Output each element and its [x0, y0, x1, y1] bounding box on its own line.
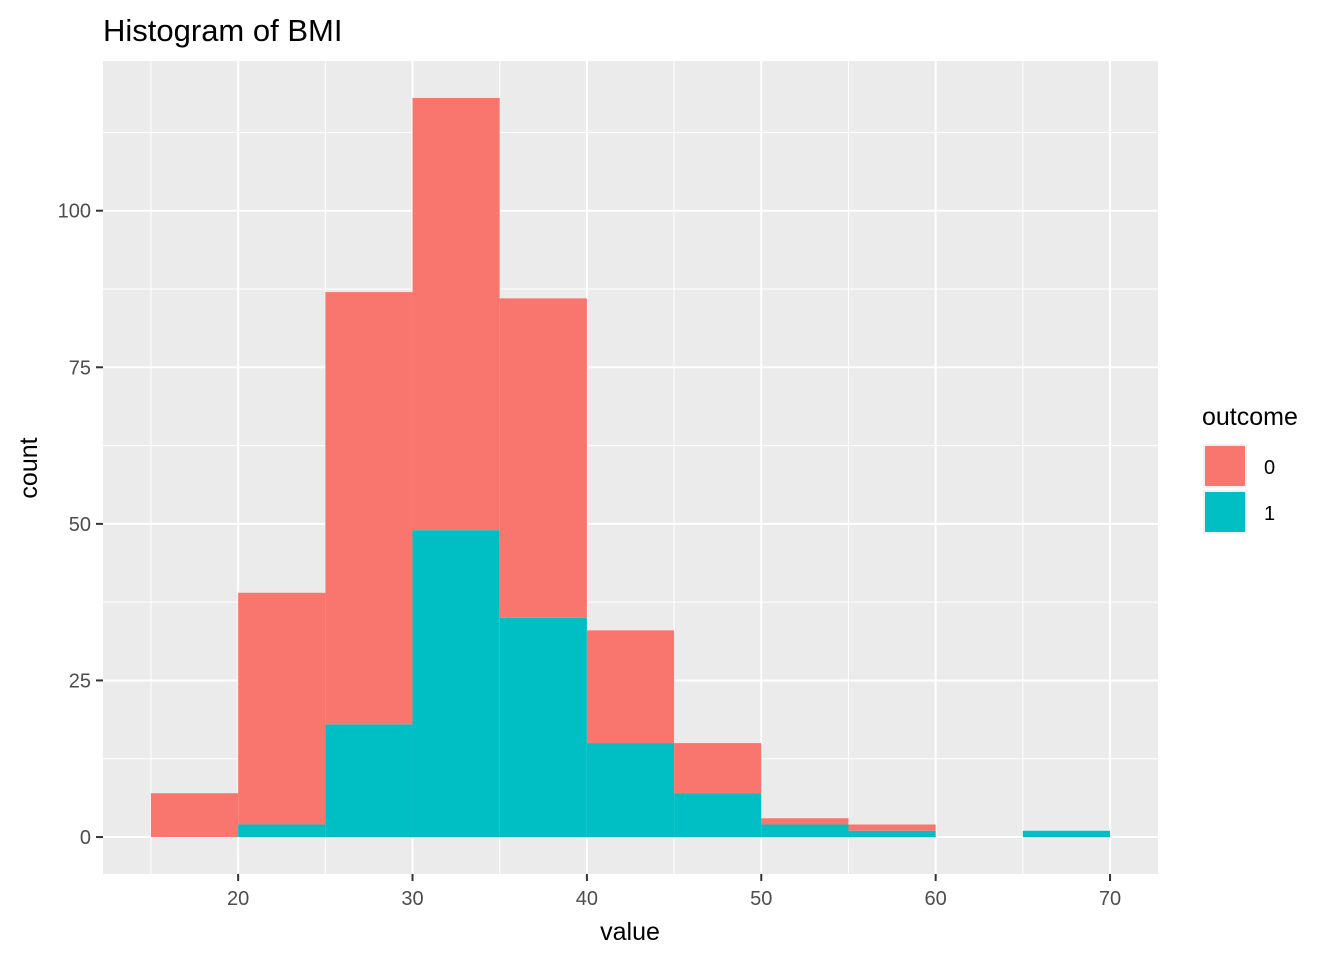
- y-tick-label: 75: [69, 357, 91, 379]
- legend-label-1: 1: [1264, 503, 1275, 525]
- bar-outcome-1-bin-55: [848, 830, 936, 838]
- x-tick-label: 50: [750, 888, 772, 910]
- legend-title: outcome: [1202, 403, 1298, 431]
- bar-outcome-1-bin-30: [412, 530, 500, 838]
- bar-outcome-1-bin-25: [325, 724, 413, 838]
- bar-outcome-0-bin-20: [238, 592, 326, 825]
- y-tick-label: 0: [80, 827, 91, 849]
- bar-outcome-0-bin-45: [674, 743, 762, 794]
- histogram-bars: [150, 97, 1111, 838]
- legend-swatch-0: [1205, 446, 1245, 486]
- x-tick-label: 20: [227, 888, 249, 910]
- y-tick-label: 100: [58, 201, 91, 223]
- y-tick-label: 25: [69, 670, 91, 692]
- x-tick-label: 60: [925, 888, 947, 910]
- bar-outcome-1-bin-20: [238, 824, 326, 838]
- bar-outcome-0-bin-35: [499, 298, 587, 618]
- bar-outcome-1-bin-40: [586, 743, 675, 838]
- bar-outcome-1-bin-50: [761, 824, 849, 838]
- bar-outcome-0-bin-25: [325, 292, 413, 725]
- bar-outcome-0-bin-30: [412, 97, 500, 531]
- bar-outcome-0-bin-50: [761, 818, 849, 825]
- bar-outcome-0-bin-40: [586, 630, 675, 744]
- bar-outcome-0-bin-55: [848, 824, 936, 831]
- legend-swatch-1: [1205, 492, 1245, 532]
- y-tick-label: 50: [69, 514, 91, 536]
- x-axis-title: value: [600, 918, 660, 946]
- y-axis-title: count: [15, 437, 43, 498]
- bar-outcome-0-bin-15: [150, 793, 239, 838]
- bar-outcome-1-bin-45: [674, 793, 762, 838]
- x-tick-label: 40: [576, 888, 598, 910]
- x-axis-ticks: 20 30 40 50 60 70: [227, 874, 1121, 910]
- x-tick-label: 30: [401, 888, 423, 910]
- x-tick-label: 70: [1099, 888, 1121, 910]
- chart-title: Histogram of BMI: [103, 13, 342, 48]
- bar-outcome-1-bin-65: [1022, 830, 1111, 838]
- y-axis-ticks: 0 25 50 75 100: [58, 201, 103, 849]
- bar-outcome-1-bin-35: [499, 617, 587, 838]
- legend-label-0: 0: [1264, 457, 1275, 479]
- legend: outcome 0 1: [1202, 403, 1298, 534]
